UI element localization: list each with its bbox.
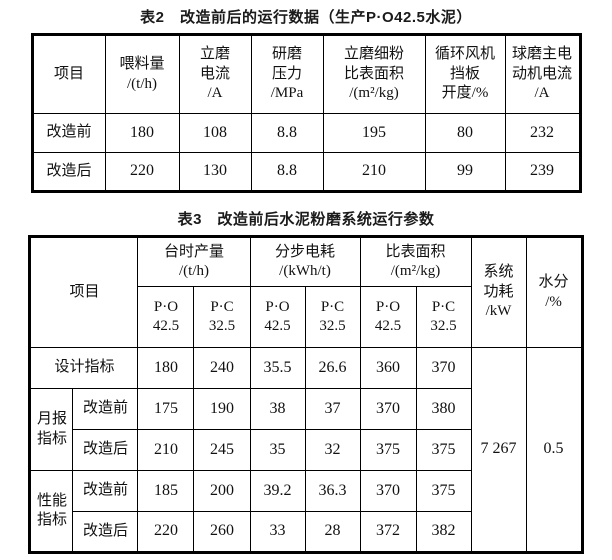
table2-header-feed-rate: 喂料量 /(t/h) (104, 34, 180, 114)
cell-value: 375 (415, 470, 472, 512)
table2-header-fine-powder-area: 立磨细粉 比表面积 /(m²/kg) (322, 34, 426, 114)
cell-value: 370 (359, 470, 417, 512)
cell-system-power: 7 267 (470, 347, 527, 553)
row-label: 改造前 (72, 388, 139, 430)
cell-value: 239 (504, 152, 581, 192)
cell-value: 210 (137, 429, 195, 471)
table3-title: 表3 改造前后水泥粉磨系统运行参数 (177, 211, 435, 228)
table3-subheader: P·C 32.5 (415, 286, 472, 348)
table3-header-hourly-output: 台时产量 /(t/h) (137, 236, 251, 287)
table3: 项目 台时产量 /(t/h) 分步电耗 /(kWh/t) 比表面积 /(m²/k… (28, 235, 584, 554)
cell-value: 375 (359, 429, 417, 471)
cell-value: 375 (415, 429, 472, 471)
cell-value: 26.6 (304, 347, 361, 389)
row-label: 改造前 (72, 470, 139, 512)
table2-title: 表2 改造前后的运行数据（生产P·O42.5水泥） (140, 9, 472, 26)
cell-value: 232 (504, 113, 581, 153)
cell-value: 220 (104, 152, 180, 192)
table3-header-row-sub: P·O 42.5 P·C 32.5 P·O 42.5 P·C 32.5 P·O … (30, 286, 582, 348)
table3-header-step-power: 分步电耗 /(kWh/t) (249, 236, 361, 287)
table2-header-mill-current: 立磨 电流 /A (178, 34, 252, 114)
cell-value: 108 (178, 113, 252, 153)
table2-row-after: 改造后 220 130 8.8 210 99 239 (31, 152, 581, 192)
cell-value: 185 (137, 470, 195, 512)
table3-subheader: P·C 32.5 (304, 286, 361, 348)
cell-value: 35.5 (249, 347, 306, 389)
cell-value: 200 (193, 470, 251, 512)
table2: 项目 喂料量 /(t/h) 立磨 电流 /A 研磨 压力 /MPa 立磨细粉 比… (30, 33, 582, 193)
cell-value: 360 (359, 347, 417, 389)
group-label-monthly: 月报 指标 (29, 388, 74, 471)
table2-header-row: 项目 喂料量 /(t/h) 立磨 电流 /A 研磨 压力 /MPa 立磨细粉 比… (31, 34, 581, 114)
cell-value: 370 (359, 388, 417, 430)
table3-subheader: P·C 32.5 (193, 286, 251, 348)
cell-value: 80 (424, 113, 506, 153)
table3-header-item: 项目 (29, 236, 139, 348)
cell-value: 32 (304, 429, 361, 471)
cell-value: 382 (415, 511, 472, 553)
cell-value: 210 (322, 152, 426, 192)
cell-value: 130 (178, 152, 252, 192)
cell-value: 240 (193, 347, 251, 389)
table2-header-grinding-pressure: 研磨 压力 /MPa (250, 34, 324, 114)
cell-value: 35 (249, 429, 306, 471)
cell-value: 36.3 (304, 470, 361, 512)
cell-value: 380 (415, 388, 472, 430)
cell-value: 8.8 (250, 113, 324, 153)
table3-row-performance-after: 改造后 220 260 33 28 372 382 (30, 511, 582, 553)
cell-moisture: 0.5 (525, 347, 583, 553)
cell-value: 190 (193, 388, 251, 430)
cell-value: 175 (137, 388, 195, 430)
table2-header-fan-damper: 循环风机 挡板 开度/% (424, 34, 506, 114)
cell-value: 245 (193, 429, 251, 471)
cell-value: 38 (249, 388, 306, 430)
cell-value: 260 (193, 511, 251, 553)
table3-header-row-groups: 项目 台时产量 /(t/h) 分步电耗 /(kWh/t) 比表面积 /(m²/k… (29, 236, 583, 348)
cell-value: 220 (137, 511, 195, 553)
group-label-performance: 性能 指标 (29, 470, 74, 553)
cell-value: 195 (322, 113, 426, 153)
cell-value: 372 (359, 511, 417, 553)
table2-row-before: 改造前 180 108 8.8 195 80 232 (31, 113, 581, 153)
table3-header-system-power: 系统 功耗 /kW (470, 236, 527, 348)
table2-header-item: 项目 (31, 34, 106, 114)
cell-value: 8.8 (250, 152, 324, 192)
cell-value: 180 (137, 347, 195, 389)
cell-value: 370 (415, 347, 472, 389)
table2-header-ballmill-current: 球磨主电 动机电流 /A (504, 34, 581, 114)
row-label: 改造后 (31, 152, 106, 192)
table3-subheader: P·O 42.5 (249, 286, 306, 348)
cell-value: 39.2 (249, 470, 306, 512)
row-label: 设计指标 (29, 347, 139, 389)
table3-row-monthly-after: 改造后 210 245 35 32 375 375 (30, 429, 582, 471)
cell-value: 180 (104, 113, 180, 153)
cell-value: 99 (424, 152, 506, 192)
table3-header-moisture: 水分 /% (525, 236, 583, 348)
table3-row-performance-before: 性能 指标 改造前 185 200 39.2 36.3 370 375 (29, 470, 582, 553)
table3-subheader: P·O 42.5 (359, 286, 417, 348)
row-label: 改造后 (72, 429, 139, 471)
table3-subheader: P·O 42.5 (137, 286, 195, 348)
cell-value: 37 (304, 388, 361, 430)
table3-row-design: 设计指标 180 240 35.5 26.6 360 370 7 267 0.5 (29, 347, 583, 553)
row-label: 改造前 (31, 113, 106, 153)
row-label: 改造后 (72, 511, 139, 553)
cell-value: 33 (249, 511, 306, 553)
table3-row-monthly-before: 月报 指标 改造前 175 190 38 37 370 380 (29, 388, 582, 471)
cell-value: 28 (304, 511, 361, 553)
table3-header-specific-area: 比表面积 /(m²/kg) (359, 236, 472, 287)
